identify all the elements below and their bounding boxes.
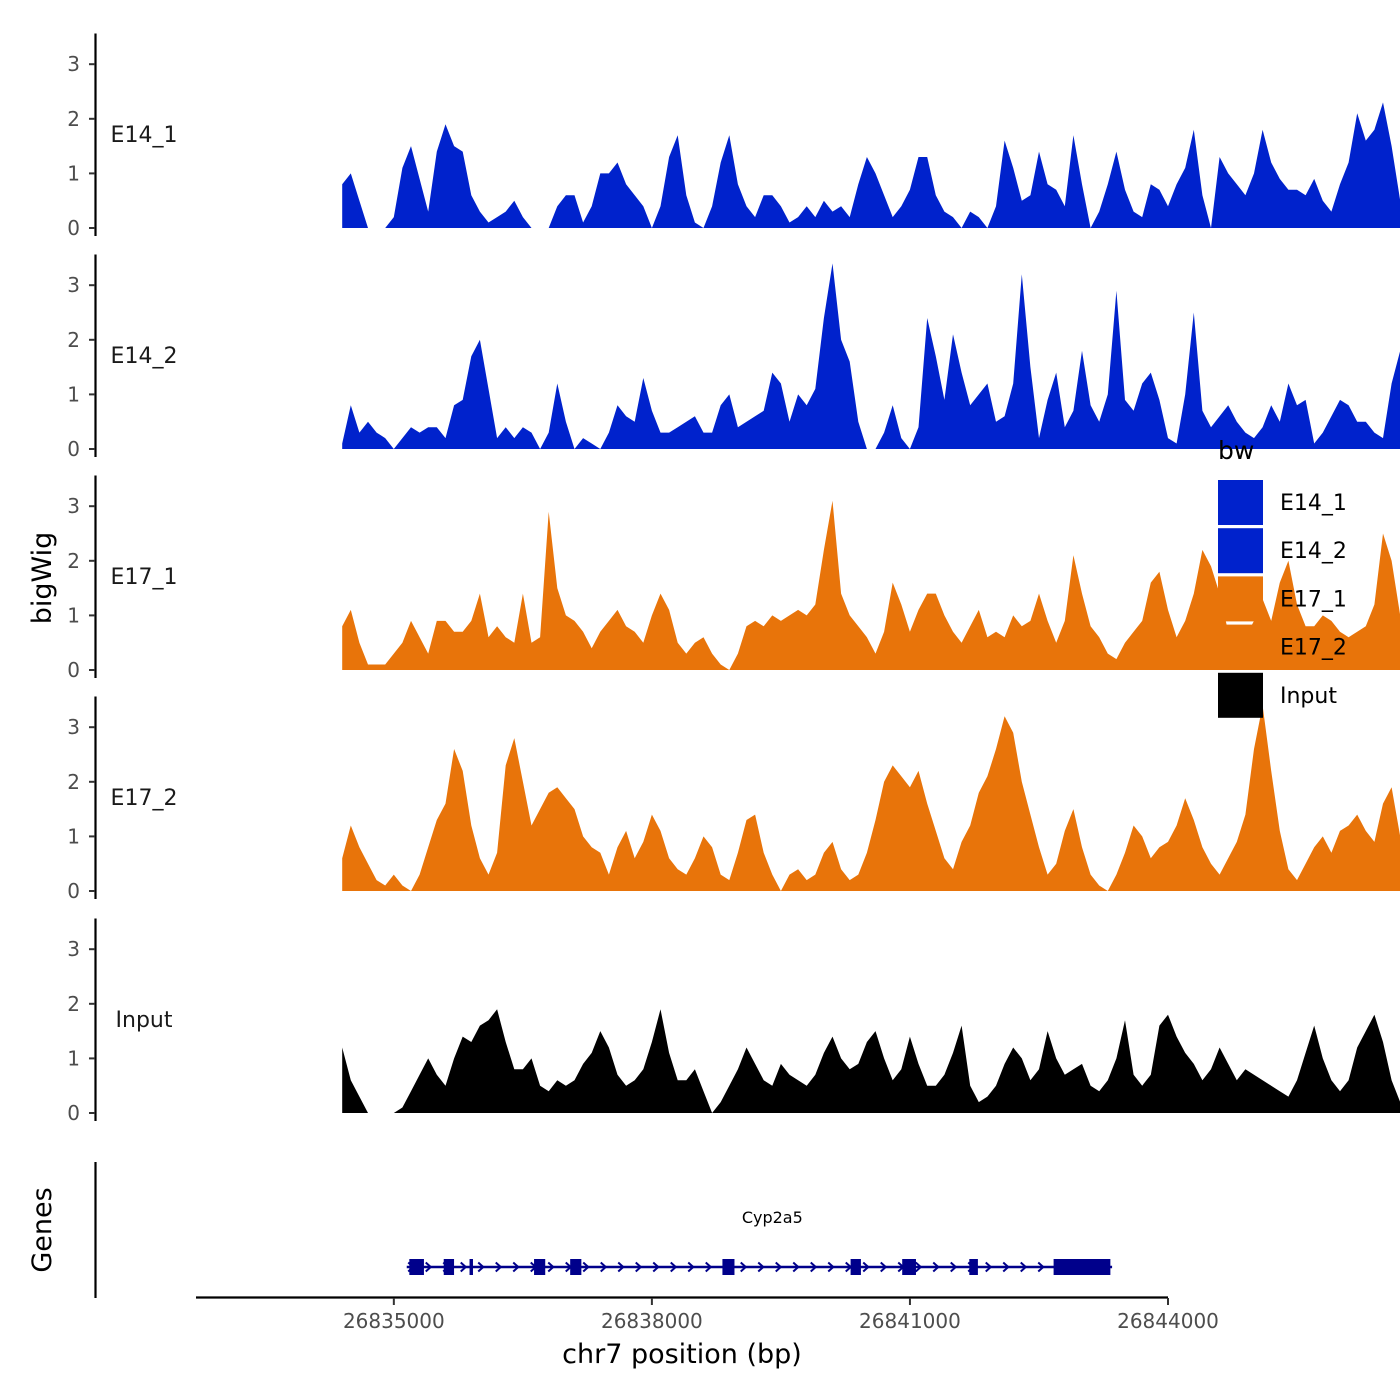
strand-arrow — [827, 1261, 835, 1273]
strand-arrow — [915, 1261, 923, 1273]
x-tick-label: 26838000 — [601, 1309, 703, 1333]
strand-arrow — [950, 1261, 958, 1273]
y-tick-label: 1 — [67, 603, 80, 627]
strand-arrow — [775, 1261, 783, 1273]
y-tick-label: 2 — [67, 992, 80, 1016]
strand-arrow — [1037, 1261, 1045, 1273]
strand-arrow — [1002, 1261, 1010, 1273]
strand-arrow — [757, 1261, 765, 1273]
strand-arrow — [932, 1261, 940, 1273]
x-tick-label: 26835000 — [343, 1309, 445, 1333]
track-label: E17_2 — [111, 786, 178, 811]
legend-label: E17_2 — [1280, 636, 1347, 661]
coverage-area — [342, 705, 1400, 891]
track-label: E14_2 — [111, 344, 178, 369]
gene-exon — [443, 1259, 455, 1275]
gene-model-cyp2a5 — [406, 1259, 1113, 1275]
track-label: E14_1 — [111, 123, 178, 148]
y-tick-label: 3 — [67, 937, 80, 961]
gene-exon — [469, 1259, 473, 1275]
strand-arrow — [425, 1261, 433, 1273]
legend-swatch — [1218, 528, 1263, 574]
y-tick-label: 2 — [67, 770, 80, 794]
coverage-area — [342, 1009, 1400, 1113]
strand-arrow — [880, 1261, 888, 1273]
strand-arrow — [600, 1261, 608, 1273]
legend-label: E14_2 — [1280, 539, 1347, 564]
legend-title: bw — [1218, 436, 1254, 465]
gene-label: Cyp2a5 — [742, 1208, 803, 1227]
y-tick-label: 1 — [67, 1046, 80, 1070]
gene-exon — [409, 1259, 424, 1275]
y-tick-label: 0 — [67, 216, 80, 240]
strand-arrow — [985, 1261, 993, 1273]
strand-arrow — [687, 1261, 695, 1273]
track-e14-2: 0 1 2 3 E14_2 — [67, 254, 1400, 461]
y-tick-label: 0 — [67, 879, 80, 903]
y-tick-label: 3 — [67, 715, 80, 739]
x-tick-label: 26841000 — [859, 1309, 961, 1333]
gene-exon — [722, 1259, 735, 1275]
genes-track-title: Genes — [27, 1187, 58, 1272]
strand-arrow — [547, 1261, 555, 1273]
strand-arrow — [740, 1261, 748, 1273]
strand-arrow — [810, 1261, 818, 1273]
strand-arrow — [652, 1261, 660, 1273]
y-tick-label: 0 — [67, 1101, 80, 1125]
genes-track: Genes Cyp2a5 — [27, 1162, 1113, 1298]
legend-label: E14_1 — [1280, 491, 1347, 516]
strand-arrow — [1020, 1261, 1028, 1273]
y-tick-label: 1 — [67, 382, 80, 406]
strand-arrow — [495, 1261, 503, 1273]
strand-arrow — [460, 1261, 468, 1273]
gene-exon — [1053, 1259, 1111, 1275]
coverage-area — [342, 102, 1400, 228]
coverage-area — [342, 263, 1400, 449]
strand-arrow — [477, 1261, 485, 1273]
y-tick-label: 1 — [67, 161, 80, 185]
y-tick-label: 3 — [67, 273, 80, 297]
y-tick-label: 2 — [67, 549, 80, 573]
gene-exon — [969, 1259, 978, 1275]
track-e17-2: 0 1 2 3 E17_2 — [67, 696, 1400, 903]
strand-arrow — [792, 1261, 800, 1273]
y-tick-label: 2 — [67, 328, 80, 352]
strand-arrow — [617, 1261, 625, 1273]
track-input: 0 1 2 3 Input — [67, 918, 1400, 1125]
bigwig-tracks: 0 1 2 3 E14_1 0 1 2 3 E14_2 0 1 2 3 E17_1 0 1 2 3 E17_2 0 1 2 3… — [67, 33, 1400, 1125]
legend-swatch — [1218, 576, 1263, 622]
strand-arrow — [635, 1261, 643, 1273]
track-e14-1: 0 1 2 3 E14_1 — [67, 33, 1400, 240]
y-tick-label: 1 — [67, 824, 80, 848]
y-axis-title: bigWig — [27, 532, 58, 625]
track-label: E17_1 — [111, 565, 178, 590]
strand-arrow — [862, 1261, 870, 1273]
y-tick-label: 2 — [67, 107, 80, 131]
legend: bw E14_1 E14_2 E17_1 E17_2 Input — [1218, 436, 1347, 718]
x-axis: 26835000 26838000 26841000 26844000 — [196, 1296, 1219, 1333]
y-tick-label: 0 — [67, 437, 80, 461]
gene-exon — [570, 1259, 582, 1275]
legend-swatch — [1218, 624, 1263, 670]
legend-label: E17_1 — [1280, 587, 1347, 612]
legend-label: Input — [1280, 684, 1337, 709]
x-axis-title: chr7 position (bp) — [562, 1339, 802, 1370]
legend-swatch — [1218, 480, 1263, 525]
gene-exon — [850, 1259, 861, 1275]
y-tick-label: 3 — [67, 494, 80, 518]
strand-arrow — [670, 1261, 678, 1273]
x-tick-label: 26844000 — [1117, 1309, 1219, 1333]
legend-swatch — [1218, 672, 1263, 718]
gene-exon — [534, 1259, 546, 1275]
strand-arrow — [705, 1261, 713, 1273]
coverage-area — [342, 500, 1400, 670]
strand-arrow — [512, 1261, 520, 1273]
y-tick-label: 0 — [67, 658, 80, 682]
track-label: Input — [116, 1008, 173, 1033]
gene-exon — [902, 1259, 916, 1275]
strand-arrow — [582, 1261, 590, 1273]
track-e17-1: 0 1 2 3 E17_1 — [67, 475, 1400, 682]
y-tick-label: 3 — [67, 52, 80, 76]
